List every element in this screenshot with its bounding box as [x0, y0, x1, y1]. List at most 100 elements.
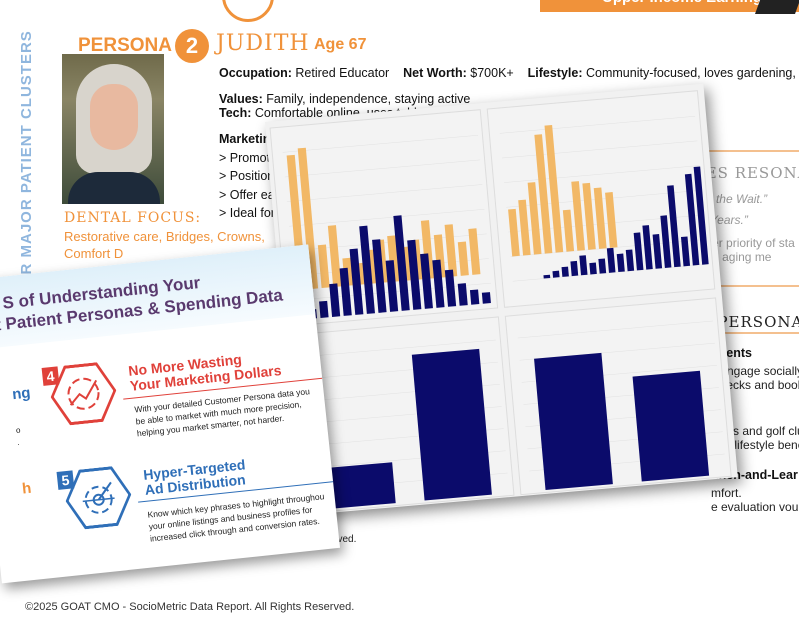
- tech-label: Tech:: [219, 106, 252, 120]
- bar-navy: [625, 249, 635, 272]
- bar-navy: [420, 253, 433, 309]
- bar-navy: [372, 239, 387, 313]
- gridline: [504, 165, 700, 183]
- lifestyle-label: Lifestyle:: [527, 66, 583, 80]
- arrow-target-icon: [63, 464, 135, 531]
- occupation-label: Occupation:: [219, 66, 292, 80]
- gridline: [499, 115, 696, 134]
- dental-focus-text: Restorative care, Bridges, Crowns, Comfor…: [64, 228, 265, 262]
- bar-navy: [570, 260, 579, 277]
- bar-navy: [633, 232, 644, 271]
- bar-navy: [693, 166, 709, 265]
- bar-navy: [667, 185, 681, 268]
- feature-title: No More Wasting Your Marketing Dollars: [128, 348, 283, 394]
- channel-line: mfort.: [711, 486, 742, 500]
- bar-orange: [605, 192, 618, 248]
- channel-line: Checks and book c: [711, 378, 799, 392]
- bar-navy: [684, 173, 700, 266]
- bar-orange: [317, 244, 330, 289]
- bar-navy: [632, 370, 710, 482]
- gridline: [501, 140, 698, 159]
- bar-navy: [432, 259, 445, 308]
- chart-4: [504, 297, 732, 496]
- bar-navy: [652, 234, 663, 269]
- dental-focus-line: Comfort D: [64, 246, 124, 261]
- gridline: [286, 184, 483, 202]
- bar-orange: [444, 224, 458, 277]
- persona-details-row: Occupation: Retired Educator Net Worth: …: [219, 66, 799, 80]
- bar-navy: [393, 215, 410, 311]
- left-fragment: o: [15, 425, 21, 435]
- bar-orange: [562, 209, 575, 252]
- bar-navy: [534, 352, 613, 490]
- bar-orange: [571, 181, 585, 251]
- infographic-card: S of Understanding Your nt Patient Perso…: [0, 244, 341, 584]
- bar-orange: [468, 228, 481, 275]
- bar-navy: [680, 236, 691, 267]
- left-fragment: .: [16, 437, 20, 447]
- divider: [700, 332, 799, 334]
- bar-navy: [616, 253, 625, 273]
- bar-navy: [606, 247, 616, 273]
- feature-number: 5: [56, 470, 75, 490]
- footer-copyright: ©2025 GOAT CMO - SocioMetric Data Report…: [25, 601, 355, 613]
- gridline: [284, 159, 481, 178]
- networth-label: Net Worth:: [403, 66, 467, 80]
- bar-navy: [444, 269, 457, 307]
- persona-name: JUDITH: [216, 31, 310, 56]
- bar-navy: [359, 225, 375, 314]
- bar-navy: [660, 215, 672, 268]
- persona-photo: [62, 54, 164, 204]
- bar-orange: [518, 199, 531, 256]
- bar-navy: [324, 462, 396, 509]
- gridline: [282, 134, 479, 153]
- bar-navy: [543, 274, 551, 279]
- banner-logo-badge: [222, 0, 274, 22]
- values-row: Values: Family, independence, staying ac…: [219, 92, 470, 106]
- left-fragment: h: [21, 479, 33, 498]
- bar-navy: [561, 266, 569, 277]
- bar-navy: [589, 262, 597, 275]
- bar-orange: [457, 241, 469, 276]
- bar-orange: [534, 134, 553, 254]
- bar-orange: [297, 147, 319, 290]
- persona-age: Age 67: [314, 36, 367, 53]
- chart-1: [269, 109, 499, 327]
- bar-navy: [411, 348, 492, 501]
- bar-navy: [329, 283, 341, 317]
- chart-target-icon: [48, 360, 120, 427]
- bar-navy: [349, 248, 364, 315]
- feature-number: 4: [41, 366, 60, 386]
- bar-orange: [508, 208, 520, 257]
- gridline: [517, 320, 714, 339]
- bar-orange: [420, 220, 435, 279]
- banner-title: Upper Income Earning Grandparents: [540, 0, 799, 12]
- bar-navy: [552, 270, 560, 278]
- dental-focus-heading: DENTAL FOCUS:: [64, 210, 202, 226]
- dental-focus-line: Restorative care, Bridges, Crowns,: [64, 229, 265, 244]
- bar-navy: [579, 255, 588, 276]
- bar-orange: [593, 187, 607, 249]
- bar-navy: [407, 239, 422, 310]
- banner-dark-accent: [754, 0, 799, 14]
- persona-label: PERSONA: [78, 35, 172, 56]
- bar-orange: [544, 124, 564, 253]
- bar-navy: [457, 283, 468, 306]
- left-fragment: ng: [11, 384, 32, 404]
- chart-2: [486, 90, 716, 308]
- gridline: [289, 208, 485, 227]
- channel-line: e evaluation vou: [711, 500, 799, 514]
- gridline: [300, 339, 496, 358]
- bar-navy: [642, 225, 653, 270]
- bar-orange: [582, 182, 596, 250]
- bar-orange: [527, 182, 542, 255]
- bar-navy: [481, 292, 491, 304]
- values-label: Values:: [219, 92, 263, 106]
- bar-navy: [319, 300, 329, 318]
- bar-navy: [385, 260, 399, 312]
- chart-3: [287, 316, 515, 515]
- bar-navy: [469, 289, 480, 305]
- bar-orange: [327, 225, 342, 288]
- lifestyle-value: Community-focused, loves gardening, tenn…: [586, 66, 799, 80]
- chart-sheet: [265, 83, 738, 516]
